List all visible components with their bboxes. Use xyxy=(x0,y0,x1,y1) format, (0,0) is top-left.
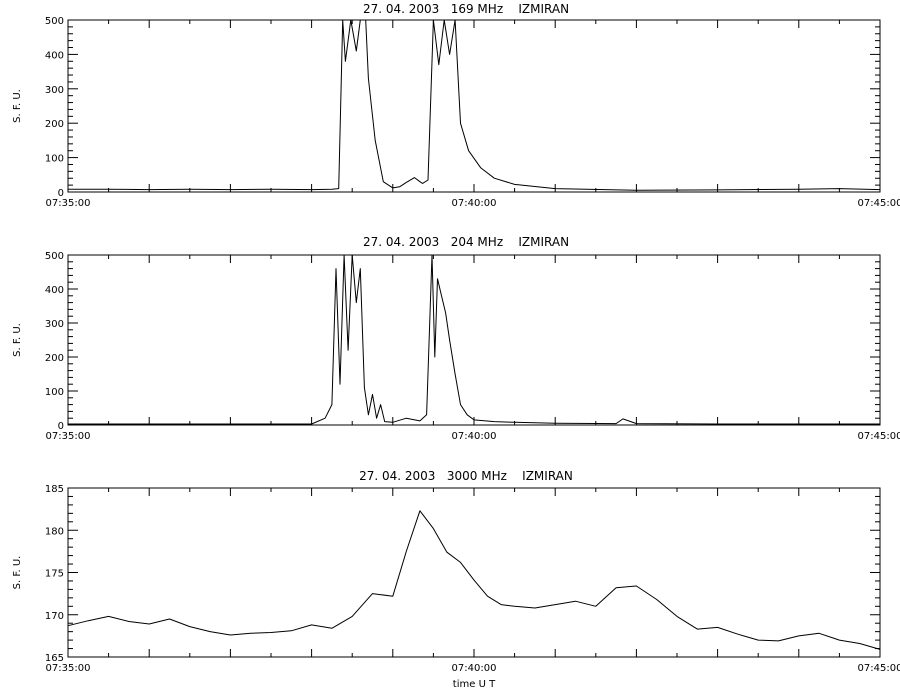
y-tick-label: 500 xyxy=(45,251,64,262)
x-tick-label: 07:40:00 xyxy=(452,431,497,442)
y-axis-label: S. F. U. xyxy=(12,323,23,357)
x-tick-label: 07:45:00 xyxy=(858,663,900,674)
y-tick-label: 500 xyxy=(45,16,64,27)
plot-frame xyxy=(67,254,881,426)
chart-panel-2: 27. 04. 2003 204 MHz IZMIRAN 07:35:00 07:4… xyxy=(12,235,900,442)
chart-title: 27. 04. 2003 204 MHz IZMIRAN xyxy=(363,235,569,249)
y-axis-label: S. F. U. xyxy=(12,556,23,590)
x-tick-label: 07:35:00 xyxy=(46,198,91,209)
y-axis-label: S. F. U. xyxy=(12,89,23,123)
y-tick-label: 200 xyxy=(45,119,64,130)
y-tick-label: 0 xyxy=(58,421,64,432)
x-tick-label: 07:35:00 xyxy=(46,431,91,442)
y-tick-label: 100 xyxy=(45,154,64,165)
y-tick-label: 185 xyxy=(45,484,64,495)
x-tick-label: 07:40:00 xyxy=(452,663,497,674)
chart-title: 27. 04. 2003 3000 MHz IZMIRAN xyxy=(359,469,573,483)
series-line-1 xyxy=(68,254,880,425)
x-tick-label: 07:40:00 xyxy=(452,198,497,209)
chart-panel-3: 27. 04. 2003 3000 MHz IZMIRAN 07:35:00 07:… xyxy=(12,469,900,690)
y-tick-label: 100 xyxy=(45,387,64,398)
x-tick-label: 07:45:00 xyxy=(858,431,900,442)
plot-frame xyxy=(67,19,881,193)
y-tick-label: 175 xyxy=(45,569,64,580)
x-tick-label: 07:35:00 xyxy=(46,663,91,674)
y-tick-label: 300 xyxy=(45,85,64,96)
y-tick-label: 180 xyxy=(45,526,64,537)
chart-panel-1: 27. 04. 2003 169 MHz IZMIRAN 07:35:00 07:4… xyxy=(12,2,900,209)
y-tick-label: 400 xyxy=(45,50,64,61)
y-tick-label: 170 xyxy=(45,611,64,622)
y-tick-label: 165 xyxy=(45,653,64,664)
plot-frame xyxy=(67,487,881,658)
y-tick-label: 200 xyxy=(45,353,64,364)
y-tick-label: 300 xyxy=(45,319,64,330)
series-line-1 xyxy=(68,19,881,191)
x-tick-label: 07:45:00 xyxy=(858,198,900,209)
y-tick-label: 400 xyxy=(45,285,64,296)
y-tick-label: 0 xyxy=(58,188,64,199)
series-line-1 xyxy=(67,510,881,650)
chart-title: 27. 04. 2003 169 MHz IZMIRAN xyxy=(363,2,569,16)
x-axis-label: time U T xyxy=(453,679,496,690)
